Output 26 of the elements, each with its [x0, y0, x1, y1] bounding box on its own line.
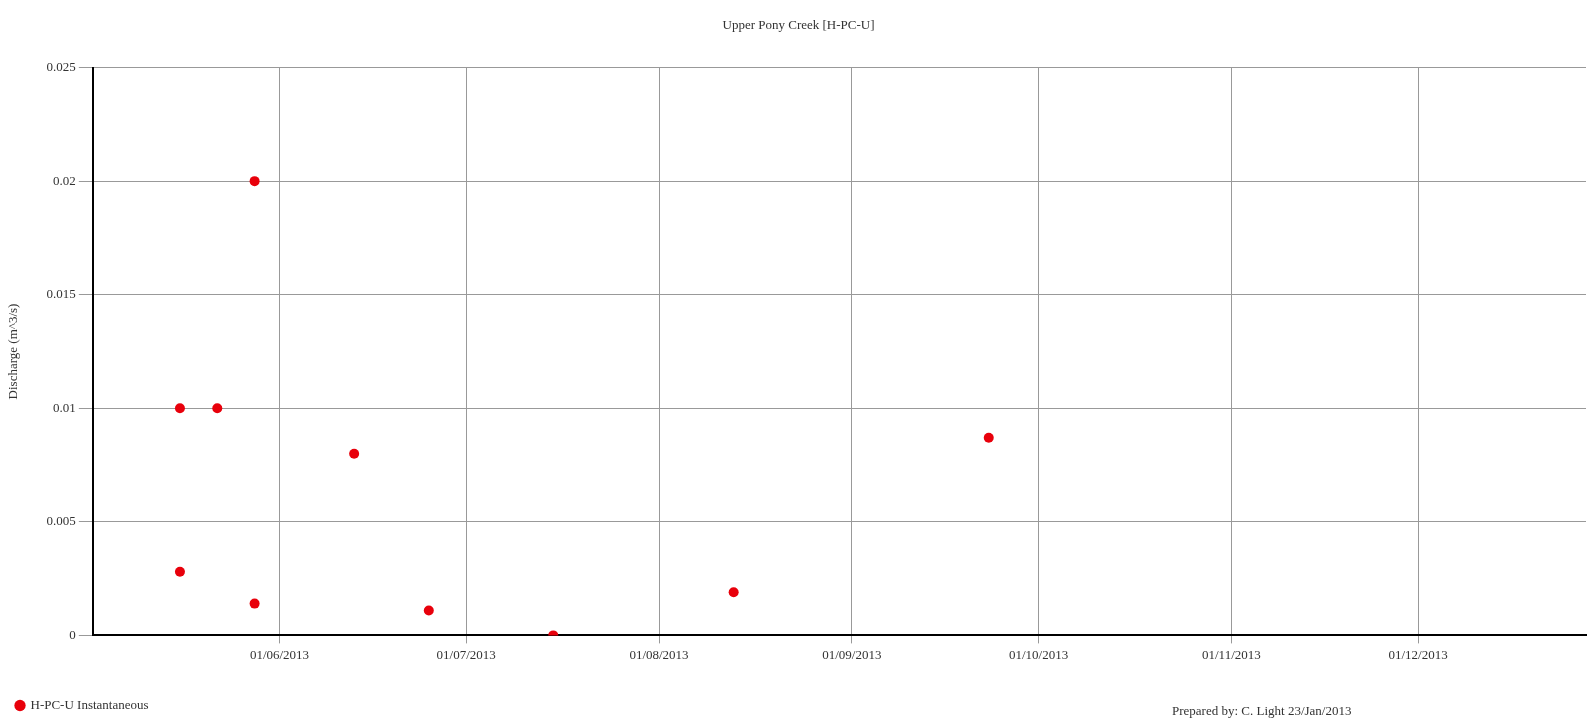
legend-label: H-PC-U Instantaneous	[30, 696, 149, 712]
chart-title: Upper Pony Creek [H-PC-U]	[722, 17, 875, 33]
x-tick-label: 01/07/2013	[436, 646, 496, 662]
y-tick-label: 0.005	[46, 513, 76, 529]
x-tick-label: 01/10/2013	[1008, 646, 1069, 662]
y-tick-label: 0.02	[53, 172, 76, 188]
x-tick-label: 01/11/2013	[1202, 646, 1261, 662]
point	[174, 566, 185, 577]
y-tick-label: 0.025	[46, 59, 76, 75]
point	[423, 605, 434, 616]
point	[728, 587, 739, 598]
point	[249, 176, 260, 187]
point	[983, 432, 994, 443]
point	[249, 598, 260, 609]
point	[349, 448, 360, 459]
y-tick-label: 0.015	[46, 286, 76, 302]
point	[174, 403, 185, 414]
x-tick-label: 01/08/2013	[629, 646, 689, 662]
y-tick-label: 0.01	[53, 399, 76, 415]
x-tick-label: 01/12/2013	[1388, 646, 1448, 662]
y-axis-title: Discharge (m^3/s)	[5, 303, 21, 400]
y-tick-label: 0	[69, 626, 76, 642]
x-tick-label: 01/06/2013	[249, 646, 310, 662]
point	[212, 403, 223, 414]
x-tick-label: 01/09/2013	[822, 646, 882, 662]
text: Prepared by: C. Light 23/Jan/2013	[1172, 703, 1352, 719]
